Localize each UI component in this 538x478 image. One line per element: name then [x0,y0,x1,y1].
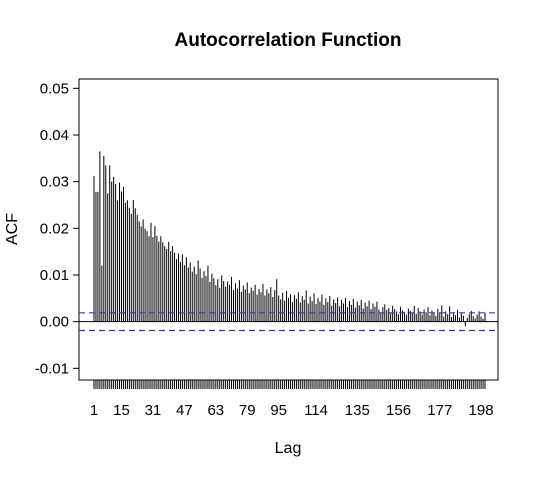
x-tick-label: 79 [239,402,256,419]
y-tick-label: 0.02 [40,220,69,237]
x-axis-label: Lag [275,440,302,457]
chart-title: Autocorrelation Function [175,30,402,51]
y-tick-label: 0.00 [40,314,69,331]
chart-marks: -0.01 0.00 0.01 0.02 0.03 0.04 0.05 1 15 31 47 63 79… [35,78,499,419]
x-tick-label: 177 [427,402,452,419]
x-tick-label: 31 [145,402,162,419]
y-tick-label: 0.05 [40,80,69,97]
y-tick-label: 0.03 [40,174,69,191]
x-tick-label: 63 [207,402,224,419]
y-tick-label: 0.01 [40,267,69,284]
y-tick-label: 0.04 [40,127,69,144]
x-tick-label: 1 [90,402,98,419]
x-tick-label: 198 [469,402,494,419]
x-tick-label: 114 [304,402,328,419]
x-tick-label: 47 [176,402,193,419]
y-tick-label: -0.01 [35,360,69,377]
x-tick-label: 135 [345,402,370,419]
x-tick-label: 95 [270,402,287,419]
x-tick-label: 15 [113,402,130,419]
plot-frame [78,78,499,381]
x-tick-label: 156 [386,402,411,419]
y-axis-label: ACF [4,213,21,245]
